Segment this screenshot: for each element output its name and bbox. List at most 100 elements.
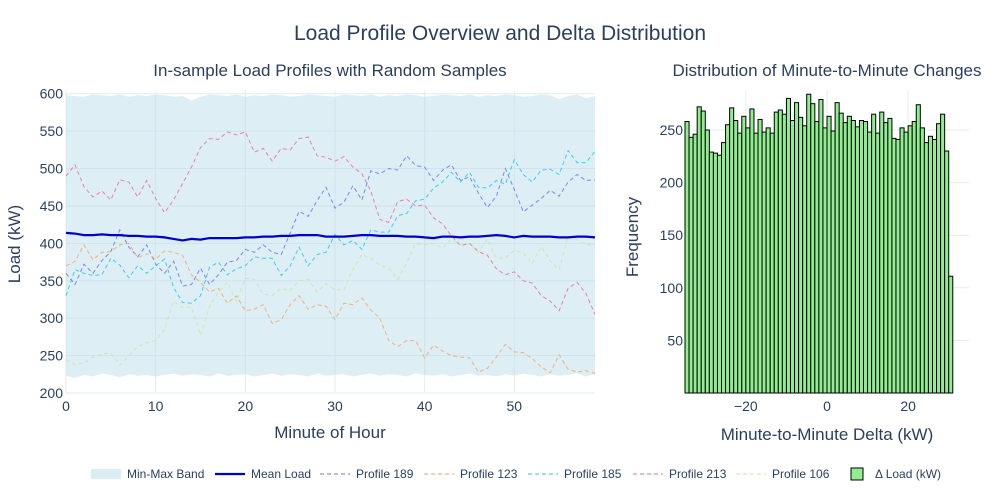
legend-item-mean-load: Mean Load bbox=[215, 467, 311, 481]
y-tick-label: 50 bbox=[667, 332, 683, 348]
y-tick-label: 200 bbox=[40, 385, 64, 401]
histogram-bar bbox=[733, 120, 739, 394]
histogram-bar bbox=[704, 129, 710, 394]
right-x-tick-labels: −20 0 20 bbox=[734, 398, 916, 414]
figure-title: Load Profile Overview and Delta Distribu… bbox=[294, 22, 706, 45]
histogram-bar bbox=[911, 121, 917, 394]
x-tick-label: −20 bbox=[734, 398, 758, 414]
x-tick-label: 30 bbox=[327, 398, 343, 414]
y-tick-label: 450 bbox=[40, 198, 64, 214]
histogram-bar bbox=[867, 131, 873, 394]
legend-item-load-kw: Δ Load (kW) bbox=[850, 467, 941, 481]
histogram-bar bbox=[721, 142, 727, 394]
legend-item-profile-189: Profile 189 bbox=[320, 467, 414, 481]
histogram-bar bbox=[915, 104, 921, 394]
histogram-bar bbox=[871, 113, 877, 394]
right-subplot: Distribution of Minute-to-Minute Changes… bbox=[623, 61, 981, 444]
right-y-tick-labels: 50 100 150 200 250 bbox=[660, 122, 684, 348]
histogram-bar bbox=[875, 132, 881, 394]
histogram-bar bbox=[814, 121, 820, 394]
legend-item-profile-185: Profile 185 bbox=[528, 467, 622, 481]
legend-label: Mean Load bbox=[251, 467, 311, 481]
histogram-bar bbox=[903, 131, 909, 394]
histogram-bar bbox=[757, 118, 763, 394]
histogram-bar bbox=[806, 93, 812, 394]
y-tick-label: 300 bbox=[40, 310, 64, 326]
left-series-lines bbox=[65, 131, 596, 374]
y-tick-label: 550 bbox=[40, 123, 64, 139]
histogram-bar bbox=[834, 102, 840, 394]
histogram-bar bbox=[858, 120, 865, 394]
histogram-bar bbox=[948, 275, 954, 394]
histogram-bar bbox=[838, 112, 844, 394]
histogram-bar bbox=[785, 97, 791, 394]
profile-106-line bbox=[65, 235, 595, 367]
profile-123-line bbox=[65, 242, 596, 374]
legend: Min-Max Band Mean Load Profile 189 Profile … bbox=[91, 467, 941, 481]
x-tick-label: 0 bbox=[62, 398, 70, 414]
right-x-axis-title: Minute-to-Minute Delta (kW) bbox=[721, 425, 934, 444]
histogram-bar bbox=[753, 132, 759, 394]
y-tick-label: 250 bbox=[660, 122, 684, 138]
histogram-bar bbox=[737, 132, 743, 394]
histogram-bar bbox=[940, 113, 946, 394]
histogram-bar bbox=[818, 98, 824, 394]
x-tick-label: 20 bbox=[900, 398, 916, 414]
histogram-bar bbox=[887, 117, 893, 394]
y-tick-label: 500 bbox=[40, 161, 64, 177]
y-tick-label: 200 bbox=[660, 175, 684, 191]
histogram-bar bbox=[708, 151, 714, 394]
left-x-tick-labels: 0 10 20 30 40 50 bbox=[62, 398, 522, 414]
histogram-bar bbox=[688, 136, 694, 394]
left-y-tick-labels: 200 250 300 350 400 450 500 550 600 bbox=[40, 86, 64, 401]
histogram-bar bbox=[716, 154, 723, 394]
histogram-bar bbox=[931, 138, 938, 394]
x-tick-label: 0 bbox=[823, 398, 831, 414]
legend-item-profile-213: Profile 213 bbox=[633, 467, 727, 481]
legend-label: Profile 213 bbox=[669, 467, 727, 481]
left-gridlines bbox=[65, 90, 595, 394]
legend-item-profile-106: Profile 106 bbox=[736, 467, 830, 481]
histogram-bar bbox=[822, 127, 828, 394]
histogram-bar bbox=[879, 111, 885, 394]
histogram-bar bbox=[850, 120, 856, 394]
histogram-bar bbox=[830, 130, 836, 394]
x-tick-label: 40 bbox=[417, 398, 433, 414]
histogram-bar bbox=[826, 115, 832, 394]
histogram-bar bbox=[781, 113, 787, 394]
histogram-bar bbox=[745, 127, 751, 394]
legend-item-profile-123: Profile 123 bbox=[424, 467, 518, 481]
histogram-bar bbox=[863, 121, 869, 394]
histogram-bar bbox=[846, 115, 852, 394]
histogram-bar bbox=[765, 127, 771, 394]
legend-label: Profile 123 bbox=[460, 467, 518, 481]
histogram-bar bbox=[700, 110, 706, 394]
histogram-bar bbox=[777, 109, 783, 394]
legend-item-min-max-band: Min-Max Band bbox=[91, 467, 204, 481]
histogram-bar bbox=[749, 108, 755, 394]
histogram-bar bbox=[684, 121, 690, 394]
profile-213-line bbox=[65, 131, 596, 315]
legend-label: Min-Max Band bbox=[127, 467, 204, 481]
left-plot-title: In-sample Load Profiles with Random Samp… bbox=[153, 61, 506, 80]
histogram-bar bbox=[899, 127, 905, 394]
histogram-bar bbox=[919, 127, 925, 394]
y-tick-label: 400 bbox=[40, 235, 64, 251]
histogram-bar bbox=[725, 124, 731, 394]
legend-label: Profile 185 bbox=[564, 467, 622, 481]
histogram-bar bbox=[773, 111, 779, 394]
histogram-bar bbox=[692, 133, 698, 394]
y-tick-label: 100 bbox=[660, 280, 684, 296]
histogram-bar bbox=[907, 125, 913, 394]
histogram-bar bbox=[789, 120, 796, 394]
histogram-bar bbox=[802, 125, 808, 394]
histogram-bar bbox=[769, 132, 775, 394]
histogram-bar bbox=[891, 137, 897, 394]
histogram-bar bbox=[761, 131, 767, 394]
histogram-bar bbox=[854, 126, 860, 394]
histogram-bar bbox=[895, 138, 901, 394]
histogram-bar bbox=[810, 103, 816, 394]
x-tick-label: 50 bbox=[507, 398, 523, 414]
legend-label: Δ Load (kW) bbox=[875, 467, 941, 481]
